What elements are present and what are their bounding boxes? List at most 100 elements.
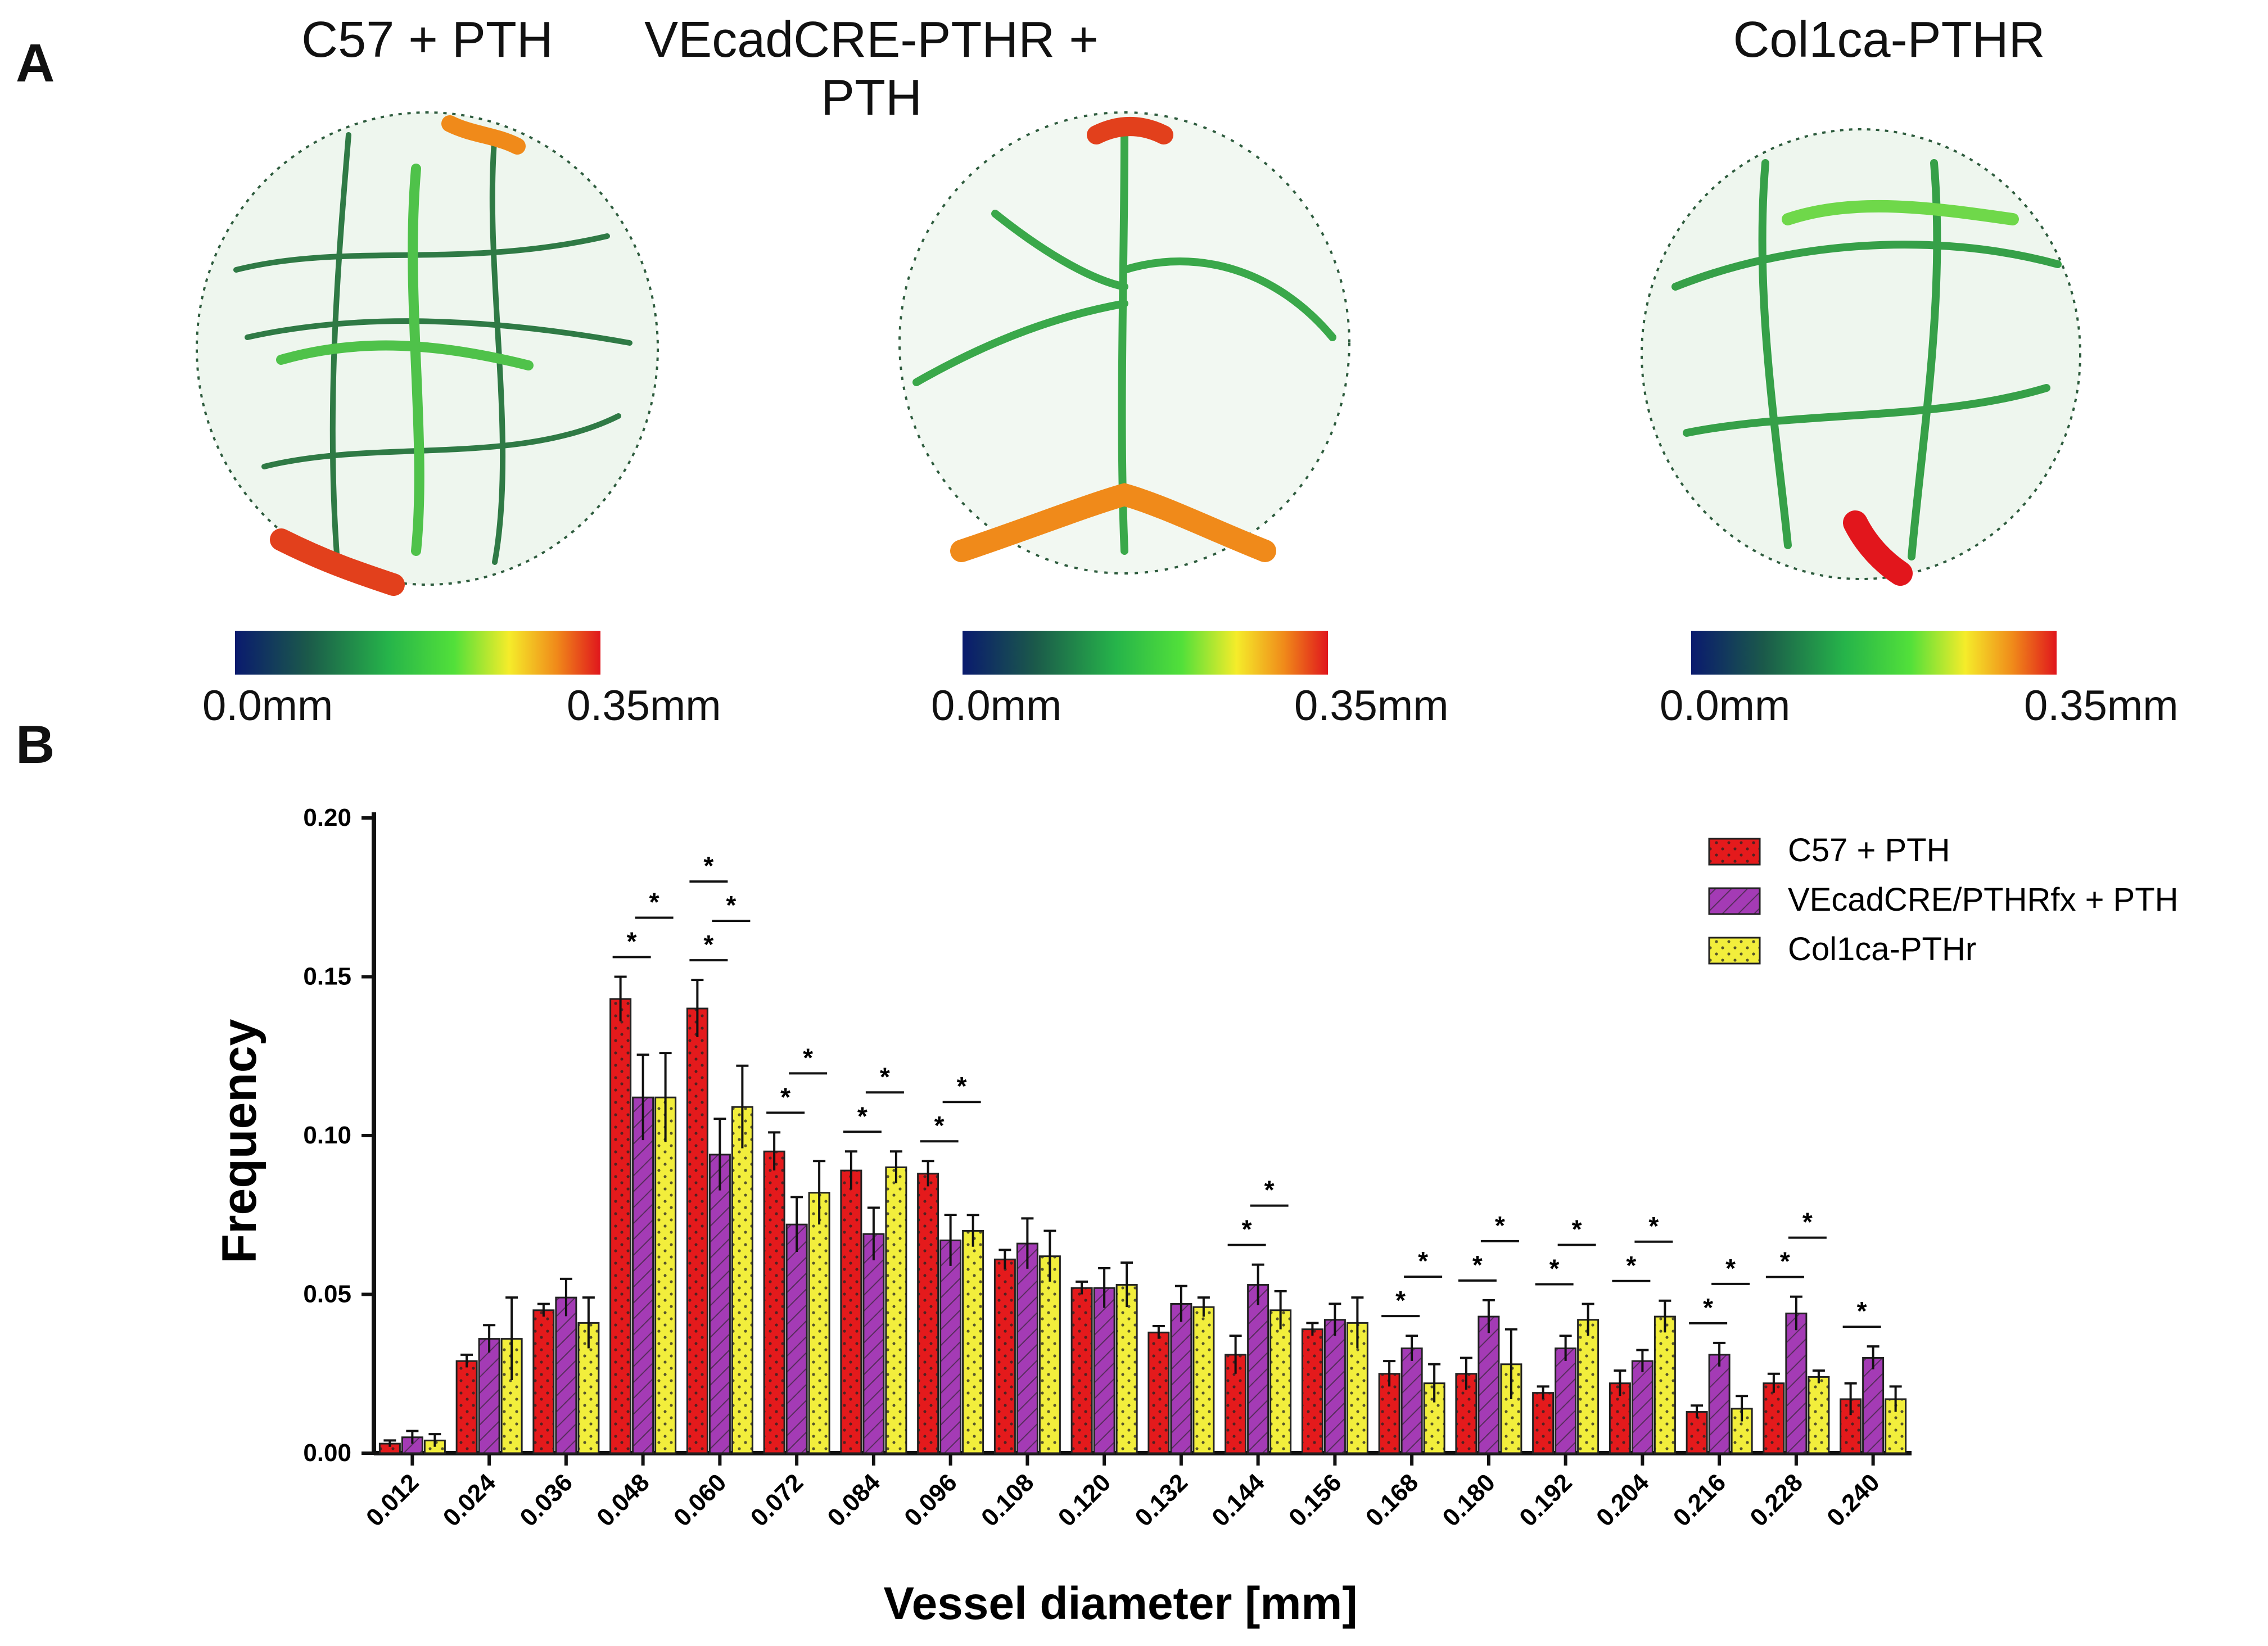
significance-asterisk: *	[1802, 1208, 1813, 1237]
legend-swatch-pattern-1	[1709, 888, 1760, 914]
bar-pattern-0-0.228	[1763, 1383, 1784, 1453]
bar-pattern-2-0.072	[809, 1192, 830, 1453]
x-tick-label: 0.144	[1207, 1468, 1270, 1532]
bar-pattern-2-0.144	[1270, 1310, 1291, 1453]
x-axis-label: Vessel diameter [mm]	[883, 1578, 1357, 1629]
bar-pattern-1-0.240	[1863, 1358, 1883, 1453]
significance-asterisk: *	[1418, 1246, 1428, 1276]
bar-pattern-1-0.228	[1786, 1313, 1806, 1453]
legend-label-0: C57 + PTH	[1788, 832, 1950, 869]
bar-pattern-0-0.108	[995, 1259, 1015, 1453]
x-tick-label: 0.084	[822, 1468, 885, 1532]
bar-pattern-2-0.120	[1117, 1285, 1137, 1453]
panel-b-letter: B	[16, 715, 55, 775]
y-axis-label: Frequency	[213, 1019, 266, 1263]
x-tick-label: 0.036	[514, 1468, 578, 1532]
bar-pattern-1-0.168	[1402, 1348, 1422, 1453]
bar-pattern-0-0.216	[1687, 1412, 1707, 1453]
bar-pattern-0-0.192	[1533, 1392, 1553, 1453]
significance-asterisk: *	[1572, 1214, 1582, 1243]
legend-label-2: Col1ca-PTHr	[1788, 931, 1976, 967]
vessel-render-col1ca	[1641, 128, 2081, 586]
x-tick-label: 0.228	[1745, 1468, 1808, 1532]
bar-pattern-2-0.060	[732, 1107, 753, 1453]
x-tick-label: 0.048	[591, 1468, 655, 1532]
bar-pattern-0-0.156	[1302, 1329, 1323, 1453]
significance-asterisk: *	[957, 1071, 967, 1101]
bar-pattern-1-0.096	[940, 1240, 961, 1453]
significance-asterisk: *	[1857, 1296, 1867, 1326]
x-tick-label: 0.216	[1668, 1468, 1732, 1532]
bar-pattern-1-0.024	[479, 1338, 500, 1453]
render-title-c57: C57 + PTH	[301, 12, 553, 68]
x-tick-label: 0.060	[668, 1468, 732, 1532]
bar-pattern-2-0.084	[885, 1167, 906, 1453]
bar-pattern-1-0.216	[1709, 1354, 1730, 1453]
significance-asterisk: *	[1242, 1215, 1252, 1244]
colorbar-col1ca	[1691, 631, 2057, 675]
colorbar-col1ca-min: 0.0mm	[1660, 682, 1791, 730]
significance-asterisk: *	[780, 1082, 790, 1111]
frequency-bar-chart: 0.00 0.05 0.10 0.15 0.20 0.012 0.024 0.036 0.048…	[213, 804, 2179, 1629]
legend-swatch-pattern-2	[1709, 938, 1760, 964]
colorbar-vecad-min: 0.0mm	[931, 682, 1062, 730]
bar-pattern-1-0.180	[1478, 1317, 1499, 1453]
bar-pattern-1-0.060	[710, 1154, 730, 1453]
bar-pattern-2-0.228	[1808, 1377, 1829, 1453]
y-tick-label: 0.05	[303, 1281, 351, 1308]
bar-pattern-0-0.048	[610, 999, 631, 1453]
significance-asterisk: *	[1703, 1293, 1713, 1322]
x-tick-label: 0.168	[1361, 1468, 1424, 1532]
colorbar-c57-max: 0.35mm	[567, 682, 721, 730]
x-tick-label: 0.180	[1437, 1468, 1501, 1532]
bar-pattern-1-0.084	[863, 1234, 884, 1453]
bar-pattern-0-0.012	[379, 1444, 400, 1453]
colorbar-vecad	[963, 631, 1328, 675]
x-tick-label: 0.108	[976, 1468, 1040, 1532]
bar-pattern-0-0.132	[1148, 1332, 1169, 1453]
bar-pattern-1-0.036	[555, 1297, 576, 1453]
bar-pattern-0-0.024	[457, 1361, 477, 1453]
bar-pattern-2-0.192	[1578, 1319, 1598, 1453]
bar-pattern-0-0.096	[918, 1173, 938, 1453]
significance-asterisk: *	[857, 1101, 868, 1131]
render-title-vecad: VEcadCRE-PTHR + PTH	[644, 12, 1099, 126]
x-tick-label: 0.012	[361, 1468, 424, 1532]
significance-asterisk: *	[1648, 1211, 1659, 1241]
x-tick-label: 0.240	[1822, 1468, 1885, 1532]
significance-asterisk: *	[1495, 1211, 1505, 1240]
x-tick-label: 0.096	[899, 1468, 963, 1532]
legend-label-1: VEcadCRE/PTHRfx + PTH	[1788, 881, 2179, 918]
bar-pattern-1-0.144	[1248, 1285, 1268, 1453]
bar-pattern-1-0.204	[1632, 1361, 1653, 1453]
significance-asterisk: *	[703, 851, 713, 880]
bar-pattern-0-0.072	[764, 1151, 785, 1453]
bar-pattern-1-0.156	[1325, 1319, 1345, 1453]
y-tick-label: 0.20	[303, 804, 351, 831]
bar-pattern-1-0.132	[1171, 1304, 1191, 1453]
significance-asterisk: *	[703, 930, 713, 959]
significance-asterisk: *	[1725, 1254, 1736, 1283]
bar-pattern-0-0.168	[1379, 1373, 1400, 1453]
colorbar-vecad-max: 0.35mm	[1294, 682, 1449, 730]
vessel-render-vecad	[898, 111, 1350, 575]
significance-asterisk: *	[726, 890, 736, 920]
significance-asterisk: *	[627, 927, 637, 956]
x-tick-label: 0.204	[1591, 1468, 1655, 1532]
significance-asterisk: *	[803, 1043, 813, 1072]
vessel-render-c57	[196, 111, 659, 596]
legend-swatch-pattern-0	[1709, 839, 1760, 865]
bar-pattern-0-0.120	[1072, 1288, 1092, 1453]
bar-pattern-1-0.048	[632, 1097, 653, 1453]
panel-a-letter: A	[16, 33, 55, 93]
x-tick-label: 0.192	[1514, 1468, 1578, 1532]
y-tick-label: 0.10	[303, 1122, 351, 1149]
x-tick-label: 0.132	[1130, 1468, 1193, 1532]
bar-pattern-2-0.132	[1193, 1307, 1214, 1453]
x-tick-label: 0.024	[438, 1468, 502, 1532]
bar-pattern-2-0.204	[1655, 1317, 1675, 1453]
bar-pattern-0-0.060	[687, 1009, 708, 1453]
colorbar-c57	[235, 631, 600, 675]
significance-asterisk: *	[1472, 1250, 1483, 1279]
bar-pattern-1-0.108	[1017, 1243, 1038, 1453]
